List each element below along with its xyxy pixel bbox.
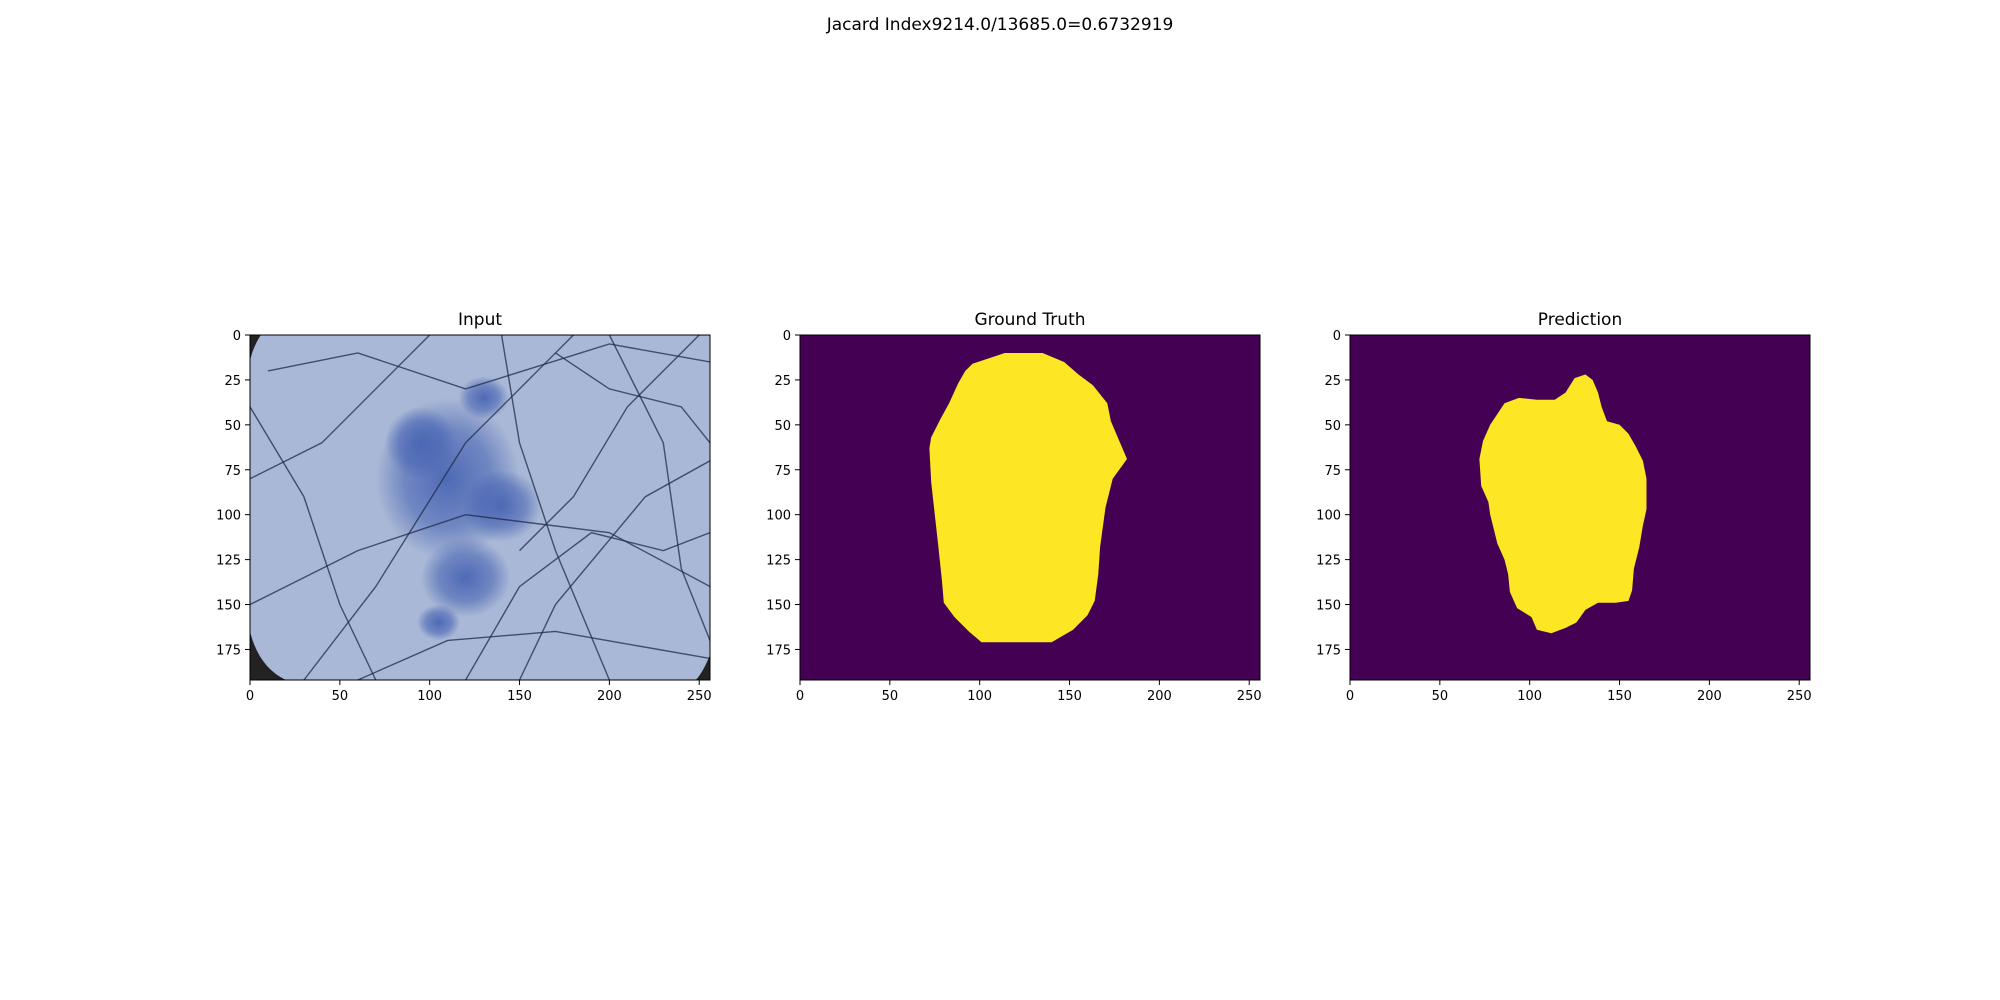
hair-line xyxy=(518,460,710,680)
axes-ground-truth: 0 50 100 150 200 250 0 25 50 75 100 125 150 175 xyxy=(766,329,1261,704)
x-tick-label: 250 xyxy=(1237,689,1262,704)
y-tick-label: 0 xyxy=(783,329,791,344)
y-tick-label: 175 xyxy=(216,643,241,658)
lesion-blotch xyxy=(420,538,511,618)
axes-prediction: 0 50 100 150 200 250 0 25 50 75 100 125 150 175 xyxy=(1316,329,1811,704)
hair-line xyxy=(250,513,710,606)
x-tick-label: 250 xyxy=(1787,689,1812,704)
y-tick-label: 150 xyxy=(216,599,241,614)
lesion-blotch xyxy=(462,469,542,542)
x-tick-label: 50 xyxy=(332,689,349,704)
subplot-title-input: Input xyxy=(457,310,503,330)
x-tick-label: 50 xyxy=(882,689,899,704)
x-tick-label: 150 xyxy=(1607,689,1632,704)
x-tick-label: 250 xyxy=(687,689,712,704)
y-tick-label: 50 xyxy=(774,419,791,434)
hair-line xyxy=(608,335,710,641)
y-tick-label: 75 xyxy=(224,464,241,479)
y-tick-label: 0 xyxy=(233,329,241,344)
hair-line xyxy=(267,343,710,390)
x-tick-label: 0 xyxy=(246,689,254,704)
lesion-blotch xyxy=(417,604,461,641)
x-tick-label: 150 xyxy=(1057,689,1082,704)
y-tick-label: 125 xyxy=(1316,554,1341,569)
lesion-blotch xyxy=(384,406,457,479)
axes-frame xyxy=(249,334,711,681)
x-tick-label: 0 xyxy=(796,689,804,704)
y-tick-label: 175 xyxy=(766,643,791,658)
input-image xyxy=(250,335,710,680)
y-tick-label: 25 xyxy=(1324,374,1341,389)
x-tick-label: 200 xyxy=(1147,689,1172,704)
image-area xyxy=(1350,335,1810,680)
y-tick-label: 0 xyxy=(1333,329,1341,344)
x-tick-label: 200 xyxy=(597,689,622,704)
figure-suptitle: Jacard Index9214.0/13685.0=0.6732919 xyxy=(826,15,1174,35)
x-tick-label: 100 xyxy=(1517,689,1542,704)
y-tick-label: 75 xyxy=(774,464,791,479)
x-tick-label: 50 xyxy=(1432,689,1449,704)
y-tick-label: 100 xyxy=(216,509,241,524)
y-tick-label: 175 xyxy=(1316,643,1341,658)
vignette-corner xyxy=(695,654,710,680)
x-tick-label: 100 xyxy=(967,689,992,704)
y-tick-label: 50 xyxy=(1324,419,1341,434)
mask-region xyxy=(1479,374,1647,634)
vignette-corner xyxy=(250,631,286,680)
hair-line xyxy=(357,630,710,680)
y-tick-label: 125 xyxy=(216,554,241,569)
subplot-title-ground-truth: Ground Truth xyxy=(974,310,1086,330)
y-tick-label: 75 xyxy=(1324,464,1341,479)
image-area xyxy=(800,335,1260,680)
hair-line xyxy=(250,335,431,480)
axes-frame xyxy=(1349,334,1811,681)
hair-line xyxy=(250,406,377,680)
y-tick-label: 125 xyxy=(766,554,791,569)
y-tick-label: 25 xyxy=(774,374,791,389)
vignette-corner xyxy=(250,335,261,361)
subplot-title-prediction: Prediction xyxy=(1537,310,1623,330)
x-tick-label: 0 xyxy=(1346,689,1354,704)
hair-line xyxy=(465,531,710,680)
y-tick-label: 50 xyxy=(224,419,241,434)
x-tick-label: 100 xyxy=(417,689,442,704)
x-tick-label: 200 xyxy=(1697,689,1722,704)
y-tick-label: 25 xyxy=(224,374,241,389)
y-tick-label: 100 xyxy=(1316,509,1341,524)
hair-line xyxy=(500,335,611,680)
x-tick-label: 150 xyxy=(507,689,532,704)
y-tick-label: 150 xyxy=(1316,599,1341,614)
mask-region xyxy=(929,353,1127,643)
axes-input: 0 50 100 150 200 250 0 25 50 75 100 125 150 175 xyxy=(216,329,711,704)
y-tick-label: 100 xyxy=(766,509,791,524)
hair-line xyxy=(519,335,700,552)
axes-frame xyxy=(799,334,1261,681)
y-tick-label: 150 xyxy=(766,599,791,614)
hair-line xyxy=(555,352,710,444)
hair-line xyxy=(303,335,574,680)
